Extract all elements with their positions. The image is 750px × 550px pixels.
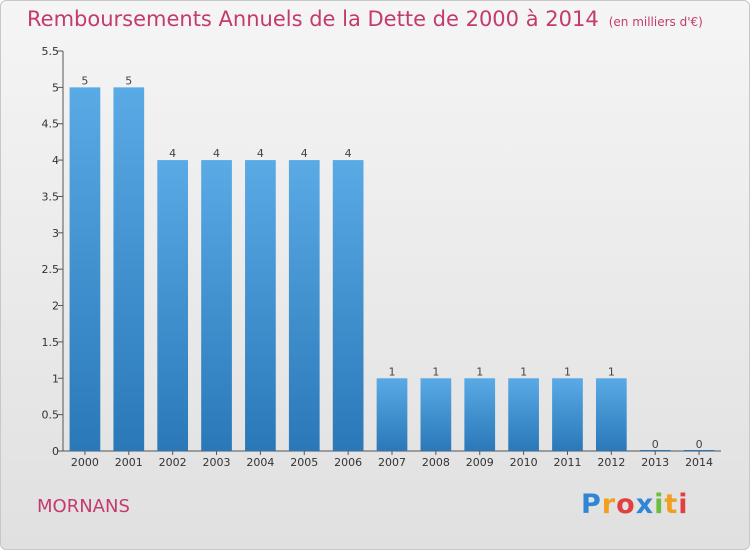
x-tick-label: 2003 xyxy=(203,456,231,469)
proxiti-logo: Proxiti xyxy=(581,489,689,520)
bar-value-label: 4 xyxy=(301,147,308,160)
bar-value-label: 4 xyxy=(257,147,264,160)
x-tick-label: 2011 xyxy=(553,456,581,469)
bar xyxy=(288,160,320,451)
bar xyxy=(508,378,539,451)
bar xyxy=(552,378,583,451)
commune-name: MORNANS xyxy=(37,496,130,517)
brand-letter: P xyxy=(581,489,602,520)
x-tick-label: 2001 xyxy=(115,456,143,469)
x-tick-label: 2004 xyxy=(246,456,274,469)
y-tick-label: 2.5 xyxy=(42,263,60,276)
bar xyxy=(595,378,627,451)
bar-value-label: 1 xyxy=(520,365,527,378)
brand-letter: o xyxy=(616,489,636,520)
bar-value-label: 1 xyxy=(476,365,483,378)
y-tick-label: 0 xyxy=(52,445,59,458)
y-tick-label: 1 xyxy=(52,372,59,385)
bar xyxy=(464,378,496,451)
y-tick-label: 4 xyxy=(52,154,59,167)
bar-value-label: 1 xyxy=(432,365,439,378)
x-tick-label: 2005 xyxy=(290,456,318,469)
bar xyxy=(69,87,101,451)
bar-value-label: 1 xyxy=(389,365,396,378)
y-tick-label: 3.5 xyxy=(42,190,60,203)
y-tick-label: 0.5 xyxy=(42,409,60,422)
x-tick-label: 2008 xyxy=(422,456,450,469)
x-tick-label: 2007 xyxy=(378,456,406,469)
bar-value-label: 0 xyxy=(652,438,659,451)
bar-value-label: 1 xyxy=(608,365,615,378)
bar xyxy=(420,378,452,451)
y-tick-label: 4.5 xyxy=(42,118,60,131)
chart-title: Remboursements Annuels de la Dette de 20… xyxy=(27,7,703,31)
y-tick-label: 5 xyxy=(52,81,59,94)
brand-letter: r xyxy=(601,489,617,520)
bar-value-label: 4 xyxy=(345,147,352,160)
y-tick-label: 2 xyxy=(52,300,59,313)
y-tick-label: 1.5 xyxy=(42,336,60,349)
y-tick-label: 5.5 xyxy=(42,45,60,58)
brand-letter: i xyxy=(654,489,665,520)
x-tick-label: 2006 xyxy=(334,456,362,469)
x-tick-label: 2014 xyxy=(685,456,713,469)
bar-value-label: 5 xyxy=(81,74,88,87)
x-tick-label: 2010 xyxy=(510,456,538,469)
x-tick-label: 2000 xyxy=(71,456,99,469)
bar xyxy=(201,160,232,451)
x-tick-label: 2009 xyxy=(466,456,494,469)
bar-value-label: 4 xyxy=(169,147,176,160)
bar xyxy=(157,160,189,451)
chart-unit: (en milliers d'€) xyxy=(608,15,703,29)
bar xyxy=(376,378,408,451)
bar-value-label: 4 xyxy=(213,147,220,160)
bar-value-label: 5 xyxy=(125,74,132,87)
bar xyxy=(245,160,276,451)
x-tick-label: 2013 xyxy=(641,456,669,469)
bar-value-label: 1 xyxy=(564,365,571,378)
brand-letter: i xyxy=(678,489,689,520)
brand-letter: x xyxy=(635,489,655,520)
bar-value-label: 0 xyxy=(696,438,703,451)
y-tick-label: 3 xyxy=(52,227,59,240)
x-tick-label: 2002 xyxy=(159,456,187,469)
brand-letter: t xyxy=(664,489,679,520)
x-tick-label: 2012 xyxy=(597,456,625,469)
bar xyxy=(113,87,145,451)
bar xyxy=(332,160,364,451)
